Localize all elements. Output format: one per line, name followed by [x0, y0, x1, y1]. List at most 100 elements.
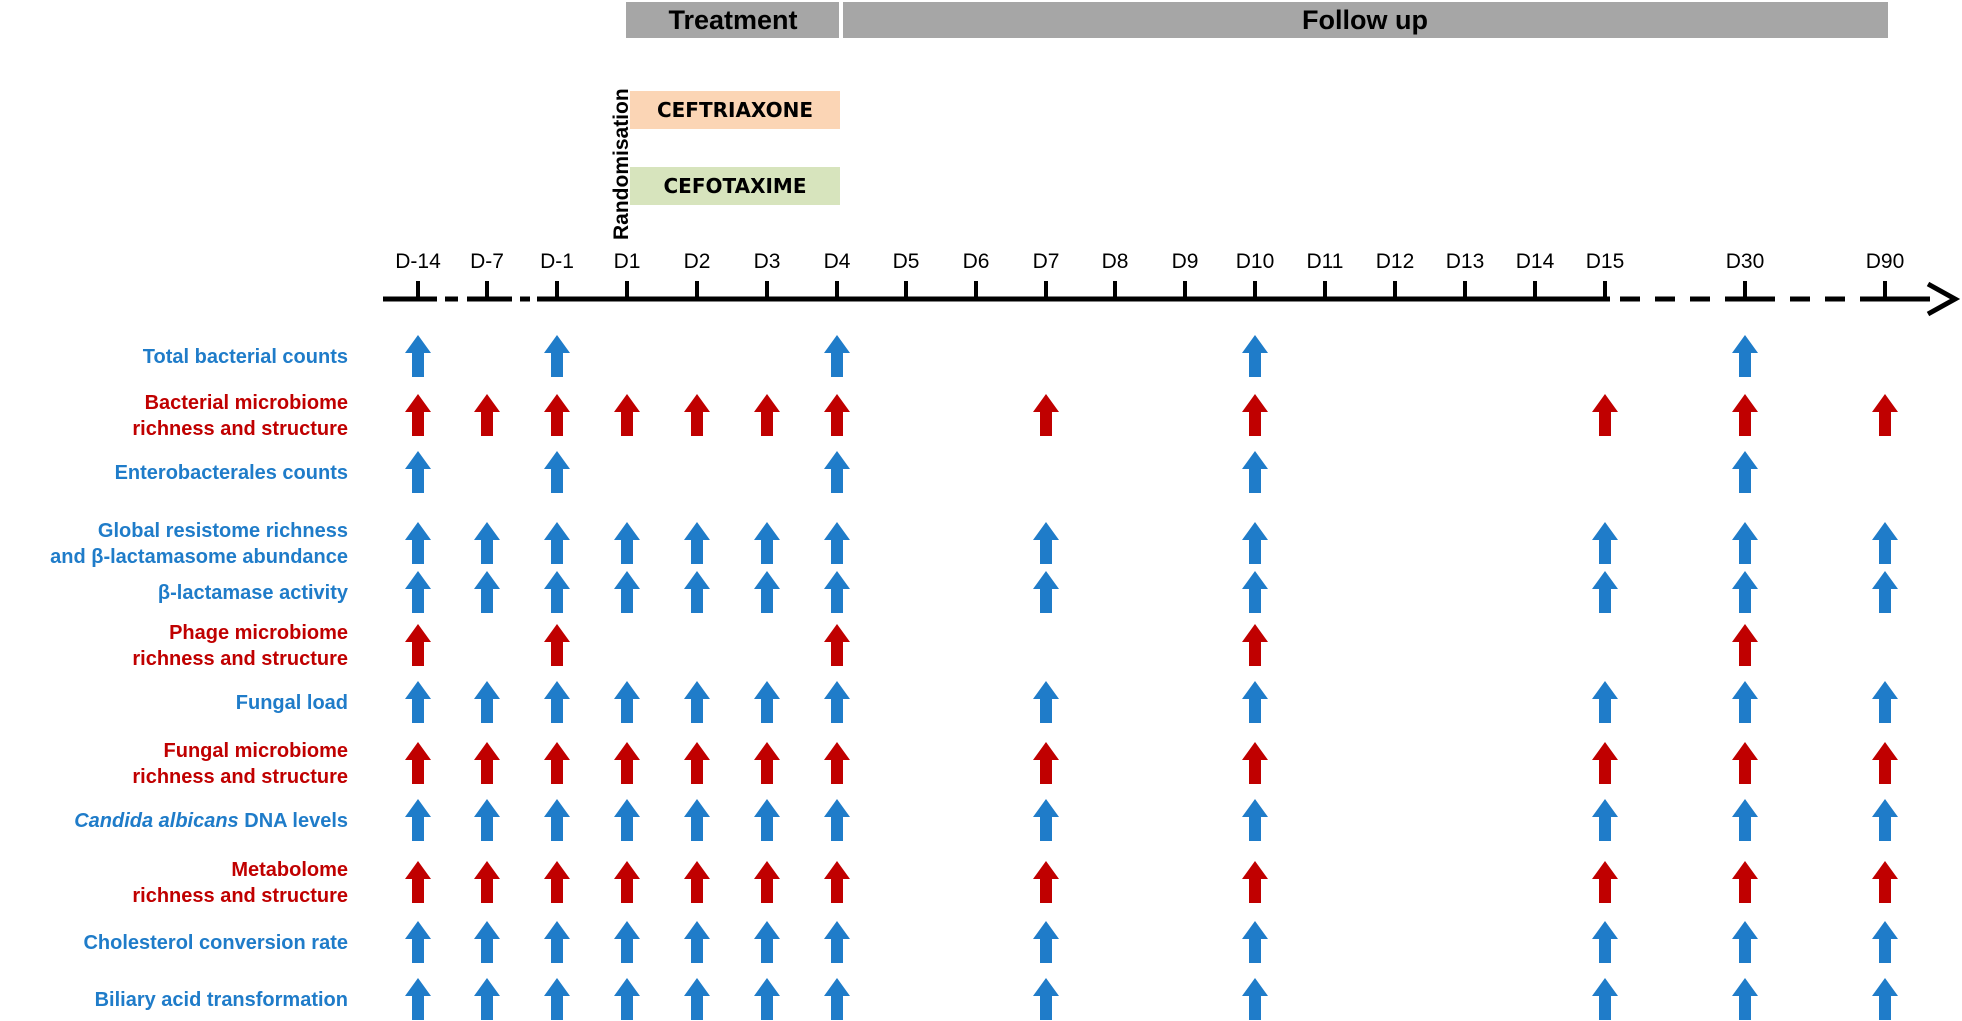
sampling-arrow-icon [544, 522, 570, 564]
sampling-arrow-icon [1242, 799, 1268, 841]
sampling-arrow-icon [1242, 861, 1268, 903]
day-label: D8 [1102, 250, 1129, 273]
sampling-arrow-icon [405, 624, 431, 666]
day-label: D12 [1376, 250, 1415, 273]
measurement-label: Cholesterol conversion rate [83, 932, 348, 954]
sampling-arrow-icon [1033, 742, 1059, 784]
sampling-arrow-icon [824, 335, 850, 377]
sampling-arrow-icon [824, 681, 850, 723]
sampling-arrow-icon [1732, 978, 1758, 1020]
sampling-arrow-icon [405, 451, 431, 493]
measurement-label: Bacterial microbiome [145, 392, 348, 414]
sampling-arrow-icon [1033, 799, 1059, 841]
sampling-arrow-icon [824, 394, 850, 436]
sampling-arrow-icon [684, 522, 710, 564]
measurement-label: Candida albicans DNA levels [74, 810, 348, 832]
measurement-label: Global resistome richness [98, 520, 348, 542]
sampling-arrow-icon [1033, 978, 1059, 1020]
sampling-arrow-icon [1732, 861, 1758, 903]
sampling-arrow-icon [1872, 394, 1898, 436]
measurement-label: Metabolome [231, 859, 348, 881]
phase-treatment: Treatment [626, 2, 839, 38]
axis-arrowhead [1926, 281, 1961, 317]
sampling-arrow-icon [1732, 522, 1758, 564]
sampling-arrow-icon [1592, 861, 1618, 903]
day-labels: D-14 D-7 D-1 D1 D2 D3 D4 D5 D6 D7 D8 D9 D10 D11 D12 D13… [395, 250, 1904, 273]
sampling-arrow-icon [824, 921, 850, 963]
sampling-arrow-icon [405, 522, 431, 564]
sampling-arrow-icon [684, 742, 710, 784]
sampling-arrow-icon [684, 571, 710, 613]
sampling-arrow-icon [614, 921, 640, 963]
day-label: D90 [1866, 250, 1905, 273]
measurement-label: Biliary acid transformation [95, 989, 348, 1011]
sampling-arrow-icon [1872, 742, 1898, 784]
measurement-labels: Total bacterial counts Bacterial microbio… [50, 346, 349, 1011]
sampling-arrow-icon [614, 571, 640, 613]
sampling-arrow-icon [544, 451, 570, 493]
sampling-arrow-icon [754, 799, 780, 841]
day-label: D2 [684, 250, 711, 273]
sampling-arrow-icon [405, 978, 431, 1020]
drug-cefotaxime-label: CEFOTAXIME [664, 174, 807, 198]
sampling-arrow-icon [684, 978, 710, 1020]
drug-ceftriaxone-label: CEFTRIAXONE [657, 98, 813, 122]
sampling-arrow-icon [754, 681, 780, 723]
sampling-arrow-icon [544, 861, 570, 903]
sampling-arrow-icon [1872, 978, 1898, 1020]
measurement-label: β-lactamase activity [158, 582, 349, 604]
sampling-arrow-icon [824, 571, 850, 613]
sampling-arrow-icon [1872, 522, 1898, 564]
sampling-arrow-icon [544, 799, 570, 841]
sampling-arrow-icon [684, 799, 710, 841]
sampling-arrow-icon [1242, 522, 1268, 564]
sampling-arrow-icon [544, 394, 570, 436]
day-label: D6 [963, 250, 990, 273]
sampling-arrow-icon [1242, 921, 1268, 963]
sampling-arrow-icon [1732, 571, 1758, 613]
drug-ceftriaxone-bar [630, 91, 840, 129]
phase-follow-up: Follow up [843, 2, 1888, 38]
timeline-axis [383, 281, 1961, 317]
sampling-arrow-icon [1242, 394, 1268, 436]
sampling-arrow-icon [824, 799, 850, 841]
sampling-arrow-icon [544, 681, 570, 723]
phase-follow-up-bar [843, 2, 1888, 38]
day-label: D-14 [395, 250, 441, 273]
sampling-arrow-icon [544, 571, 570, 613]
measurement-label: Phage microbiome [169, 622, 348, 644]
drug-cefotaxime-bar [630, 167, 840, 205]
measurement-label: Total bacterial counts [143, 346, 348, 368]
sampling-arrow-icon [474, 799, 500, 841]
sampling-arrow-icon [684, 921, 710, 963]
randomisation-label: Randomisation [610, 88, 633, 240]
day-label: D10 [1236, 250, 1275, 273]
sampling-arrow-icon [474, 921, 500, 963]
phase-treatment-label: Treatment [668, 5, 797, 35]
sampling-arrow-icon [824, 978, 850, 1020]
day-label: D30 [1726, 250, 1765, 273]
sampling-arrow-icon [474, 681, 500, 723]
sampling-arrow-icon [474, 571, 500, 613]
sampling-arrow-icon [1592, 742, 1618, 784]
sampling-arrow-icon [1592, 799, 1618, 841]
sampling-arrow-icon [1732, 921, 1758, 963]
sampling-arrow-icon [1242, 742, 1268, 784]
sampling-arrow-icon [684, 394, 710, 436]
sampling-arrow-icon [614, 522, 640, 564]
sampling-arrow-icon [1592, 571, 1618, 613]
sampling-arrow-icon [824, 624, 850, 666]
sampling-arrow-icon [754, 978, 780, 1020]
day-label: D7 [1033, 250, 1060, 273]
measurement-label: richness and structure [132, 418, 348, 440]
day-label: D5 [893, 250, 920, 273]
sampling-arrow-icon [1242, 451, 1268, 493]
sampling-arrow-icon [405, 921, 431, 963]
sampling-arrow-icon [1732, 681, 1758, 723]
sampling-arrow-icon [1592, 522, 1618, 564]
day-label: D-7 [470, 250, 504, 273]
sampling-arrow-icon [1242, 624, 1268, 666]
sampling-arrow-icon [474, 522, 500, 564]
day-label: D14 [1516, 250, 1555, 273]
